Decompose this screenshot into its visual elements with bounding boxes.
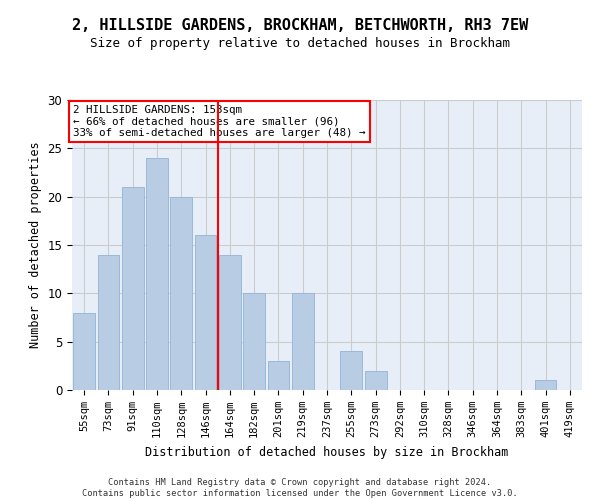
Bar (122, 187, 143, 390)
Text: Contains HM Land Registry data © Crown copyright and database right 2024.
Contai: Contains HM Land Registry data © Crown c… (82, 478, 518, 498)
Bar (365, 370, 386, 390)
Bar (170, 196, 192, 390)
Bar (268, 361, 289, 390)
Bar (73, 312, 95, 390)
Bar (194, 236, 217, 390)
Bar (219, 254, 241, 390)
X-axis label: Distribution of detached houses by size in Brockham: Distribution of detached houses by size … (145, 446, 509, 458)
Bar (243, 294, 265, 390)
Y-axis label: Number of detached properties: Number of detached properties (29, 142, 42, 348)
Text: Size of property relative to detached houses in Brockham: Size of property relative to detached ho… (90, 38, 510, 51)
Bar (340, 352, 362, 390)
Bar (97, 254, 119, 390)
Bar (535, 380, 556, 390)
Text: 2, HILLSIDE GARDENS, BROCKHAM, BETCHWORTH, RH3 7EW: 2, HILLSIDE GARDENS, BROCKHAM, BETCHWORT… (72, 18, 528, 32)
Text: 2 HILLSIDE GARDENS: 153sqm
← 66% of detached houses are smaller (96)
33% of semi: 2 HILLSIDE GARDENS: 153sqm ← 66% of deta… (73, 105, 366, 138)
Bar (146, 158, 168, 390)
Bar (292, 294, 314, 390)
